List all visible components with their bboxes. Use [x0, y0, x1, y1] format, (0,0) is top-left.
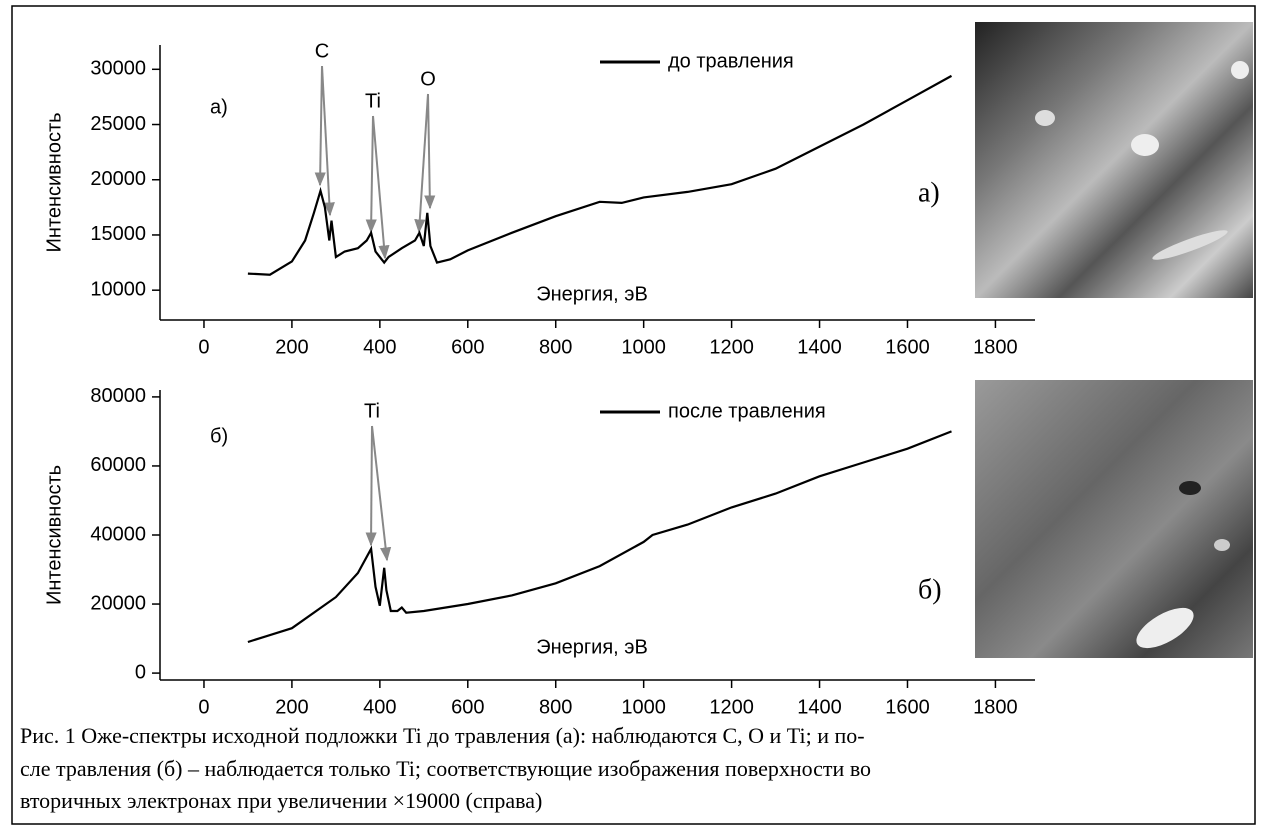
data-line — [248, 76, 952, 275]
y-tick-label: 15000 — [90, 223, 146, 245]
x-tick-label: 1600 — [885, 336, 930, 358]
y-tick-label: 20000 — [90, 592, 146, 614]
x-axis-label: Энергия, эВ — [536, 283, 648, 305]
peak-label: Ti — [364, 400, 380, 422]
x-tick-label: 1200 — [709, 336, 754, 358]
caption-line: Рис. 1 Оже-спектры исходной подложки Ti … — [20, 723, 865, 748]
peak-arrow — [371, 116, 373, 232]
image-label: б) — [918, 574, 942, 605]
x-tick-label: 800 — [539, 696, 572, 718]
sem-image — [975, 22, 1253, 298]
caption-line: сле травления (б) – наблюдается только T… — [20, 756, 871, 781]
x-tick-label: 400 — [363, 336, 396, 358]
peak-arrow — [373, 116, 385, 258]
x-tick-label: 600 — [451, 336, 484, 358]
peak-arrow — [428, 94, 430, 208]
page: а) б) Рис. 1 Оже-спектры исходной подлож… — [0, 0, 1267, 830]
x-tick-label: 800 — [539, 336, 572, 358]
peak-label: O — [420, 68, 436, 90]
x-axis-label: Энергия, эВ — [536, 636, 648, 658]
x-tick-label: 1400 — [797, 696, 842, 718]
y-tick-label: 0 — [135, 661, 146, 683]
x-tick-label: 1600 — [885, 696, 930, 718]
y-axis-label: Интенсивность — [43, 112, 65, 252]
x-tick-label: 1200 — [709, 696, 754, 718]
panel-label: а) — [210, 96, 228, 118]
x-tick-label: 1800 — [973, 336, 1018, 358]
figure: а) б) Рис. 1 Оже-спектры исходной подлож… — [0, 0, 1267, 830]
x-tick-label: 1000 — [621, 336, 666, 358]
panel-label: б) — [210, 425, 228, 447]
x-tick-label: 200 — [275, 696, 308, 718]
y-axis-label: Интенсивность — [43, 465, 65, 605]
peak-arrow — [372, 426, 387, 560]
y-tick-label: 20000 — [90, 168, 146, 190]
x-tick-label: 1400 — [797, 336, 842, 358]
x-tick-label: 1800 — [973, 696, 1018, 718]
x-tick-label: 600 — [451, 696, 484, 718]
image-label: а) — [918, 177, 940, 208]
y-tick-label: 60000 — [90, 454, 146, 476]
peak-arrow — [322, 66, 330, 215]
y-tick-label: 40000 — [90, 523, 146, 545]
peak-label: Ti — [365, 90, 381, 112]
legend-label: до травления — [668, 50, 794, 72]
sem-image — [975, 380, 1253, 658]
caption-line: вторичных электронах при увеличении ×190… — [20, 788, 542, 813]
y-tick-label: 30000 — [90, 58, 146, 80]
peak-arrow — [320, 66, 322, 185]
legend-label: после травления — [668, 400, 826, 422]
x-tick-label: 0 — [198, 336, 209, 358]
x-tick-label: 400 — [363, 696, 396, 718]
y-tick-label: 10000 — [90, 278, 146, 300]
y-tick-label: 80000 — [90, 385, 146, 407]
x-tick-label: 1000 — [621, 696, 666, 718]
peak-label: C — [315, 40, 329, 62]
y-tick-label: 25000 — [90, 113, 146, 135]
x-tick-label: 0 — [198, 696, 209, 718]
peak-arrow — [419, 94, 428, 232]
x-tick-label: 200 — [275, 336, 308, 358]
peak-arrow — [371, 426, 372, 545]
data-line — [248, 431, 952, 642]
